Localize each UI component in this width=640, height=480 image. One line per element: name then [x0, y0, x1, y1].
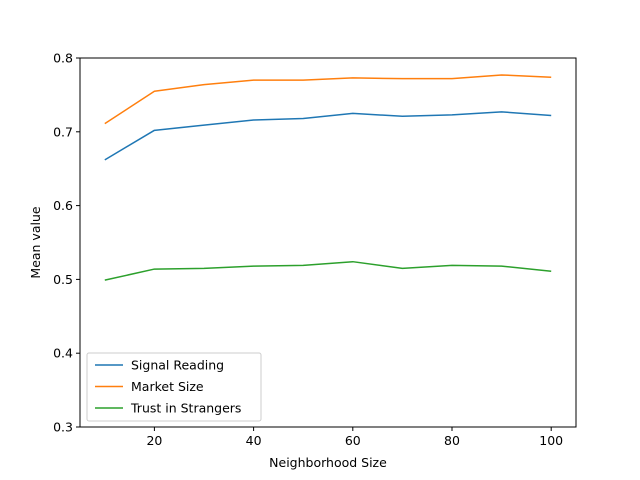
- x-tick-label: 60: [345, 433, 361, 448]
- legend-entry-signal-reading: Signal Reading: [95, 358, 224, 373]
- y-tick-label: 0.3: [53, 420, 73, 435]
- x-axis-ticks: 20 40 60 80 100: [146, 427, 563, 448]
- y-tick-label: 0.4: [53, 346, 73, 361]
- y-tick-label: 0.5: [53, 272, 73, 287]
- y-axis-label: Mean value: [28, 206, 43, 278]
- series-line-trust-in-strangers: [104, 260, 552, 281]
- y-tick-label: 0.6: [53, 198, 73, 213]
- y-tick-label: 0.8: [53, 51, 73, 66]
- axes-frame: [79, 57, 577, 428]
- x-tick-label: 100: [539, 433, 563, 448]
- series-line-market-size: [104, 74, 552, 125]
- legend-entry-trust-in-strangers: Trust in Strangers: [95, 401, 241, 416]
- series-line-signal-reading: [104, 111, 552, 161]
- x-tick-label: 40: [246, 433, 262, 448]
- plot-lines: [104, 74, 552, 281]
- legend-label-market-size: Market Size: [131, 379, 204, 394]
- x-axis-label: Neighborhood Size: [269, 455, 387, 470]
- legend-label-trust-in-strangers: Trust in Strangers: [130, 401, 241, 416]
- y-axis-ticks: 0.3 0.4 0.5 0.6 0.7 0.8: [53, 51, 80, 435]
- legend-label-signal-reading: Signal Reading: [131, 358, 224, 373]
- legend-box: [86, 352, 262, 422]
- x-tick-label: 80: [444, 433, 460, 448]
- y-tick-label: 0.7: [53, 124, 73, 139]
- legend-entry-market-size: Market Size: [95, 379, 204, 394]
- legend: Signal Reading Market Size Trust in Stra…: [86, 352, 262, 422]
- x-tick-label: 20: [146, 433, 162, 448]
